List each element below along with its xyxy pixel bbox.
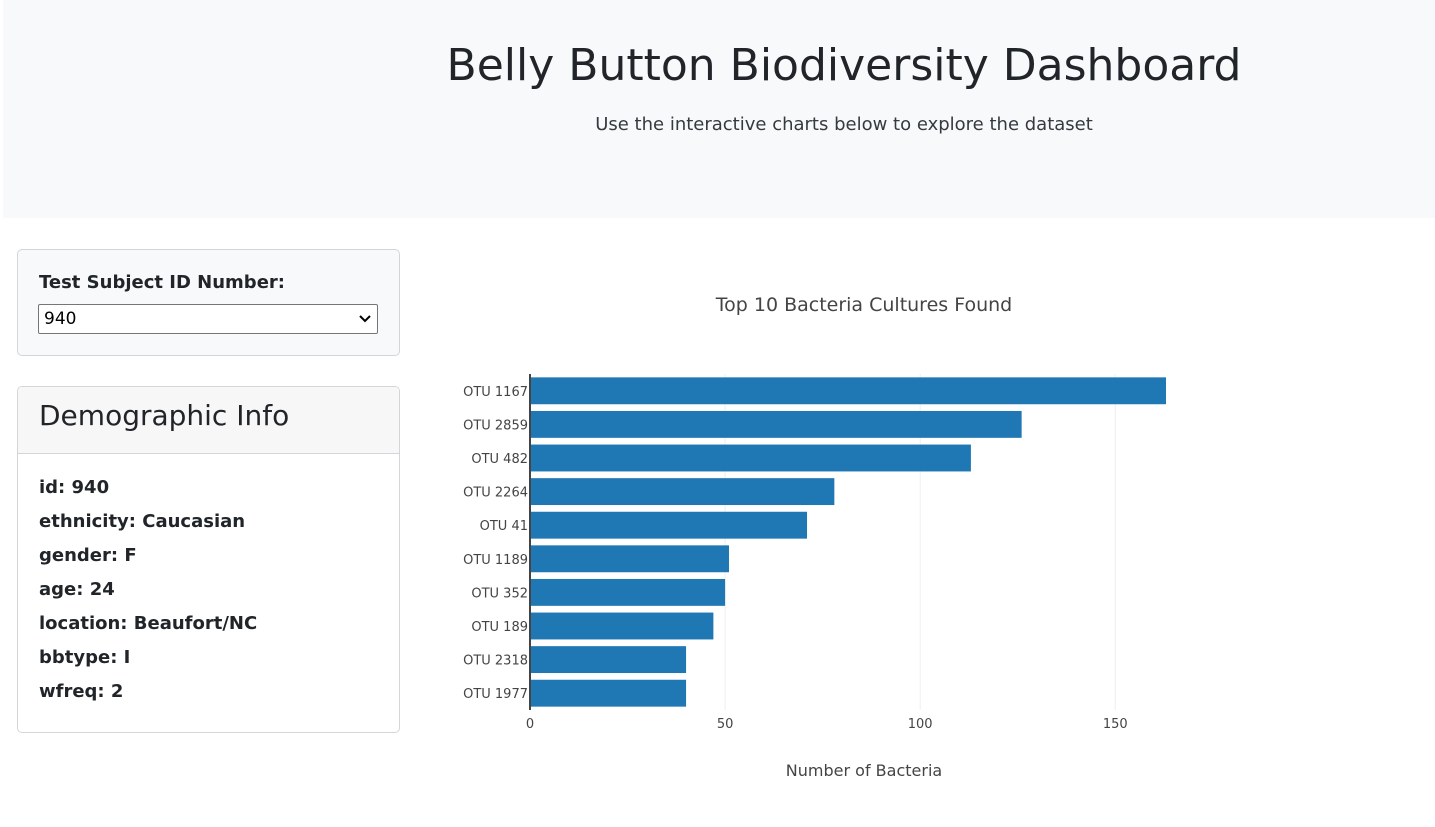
demographic-info-item: gender: F xyxy=(39,545,137,566)
bar-otu-189 xyxy=(530,612,714,640)
y-tick-label: OTU 352 xyxy=(471,586,528,601)
x-tick-label: 100 xyxy=(908,717,933,732)
bar-otu-1189 xyxy=(530,545,729,573)
demographic-info-item: wfreq: 2 xyxy=(39,681,124,702)
demographic-info-item: age: 24 xyxy=(39,579,115,600)
subject-id-select[interactable]: 940 xyxy=(38,304,378,334)
demographic-info-card: Demographic Info id: 940 ethnicity: Cauca… xyxy=(17,386,400,733)
demographic-info-list: id: 940 ethnicity: Caucasian gender: F age:… xyxy=(39,473,257,711)
demographic-info-item: id: 940 xyxy=(39,477,110,498)
y-tick-label: OTU 41 xyxy=(480,519,528,534)
demographic-info-item: bbtype: I xyxy=(39,647,131,668)
bar-chart-container: Top 10 Bacteria Cultures Found OTU 1167 OT… xyxy=(430,250,1430,810)
x-tick-label: 50 xyxy=(717,717,734,732)
bar-otu-1977 xyxy=(530,679,687,707)
subject-selector-card: Test Subject ID Number: 940 xyxy=(17,249,400,356)
bar-otu-41 xyxy=(530,511,808,539)
y-tick-label: OTU 2859 xyxy=(463,418,528,433)
bar-otu-2318 xyxy=(530,646,687,674)
y-tick-label: OTU 2264 xyxy=(463,486,528,501)
y-tick-label: OTU 1167 xyxy=(463,385,528,400)
x-tick-label: 150 xyxy=(1103,717,1128,732)
page-subtitle: Use the interactive charts below to expl… xyxy=(595,114,1093,135)
y-tick-label: OTU 482 xyxy=(471,452,528,467)
bar-chart: Top 10 Bacteria Cultures Found OTU 1167 OT… xyxy=(463,294,1166,780)
y-tick-label: OTU 1977 xyxy=(463,687,528,702)
header-jumbotron: Belly Button Biodiversity Dashboard Use … xyxy=(3,0,1435,218)
page-title: Belly Button Biodiversity Dashboard xyxy=(446,40,1242,91)
bar-otu-2859 xyxy=(530,410,1022,438)
chart-title: Top 10 Bacteria Cultures Found xyxy=(715,294,1012,316)
y-tick-label: OTU 1189 xyxy=(463,553,528,568)
y-tick-label: OTU 189 xyxy=(471,620,528,635)
x-axis-label: Number of Bacteria xyxy=(786,761,942,780)
bar-otu-352 xyxy=(530,578,726,606)
chevron-down-icon xyxy=(359,315,371,323)
demographic-info-title: Demographic Info xyxy=(39,399,290,432)
demographic-info-item: ethnicity: Caucasian xyxy=(39,511,246,532)
demographic-info-item: location: Beaufort/NC xyxy=(39,613,258,634)
bar-otu-482 xyxy=(530,444,971,472)
demographic-info-header: Demographic Info xyxy=(18,387,399,454)
x-tick-label: 0 xyxy=(526,717,534,732)
y-tick-label: OTU 2318 xyxy=(463,654,528,669)
subject-selector-label: Test Subject ID Number: xyxy=(39,272,285,293)
bar-otu-1167 xyxy=(530,377,1166,405)
subject-id-selected-value: 940 xyxy=(44,309,77,329)
bar-otu-2264 xyxy=(530,478,835,506)
